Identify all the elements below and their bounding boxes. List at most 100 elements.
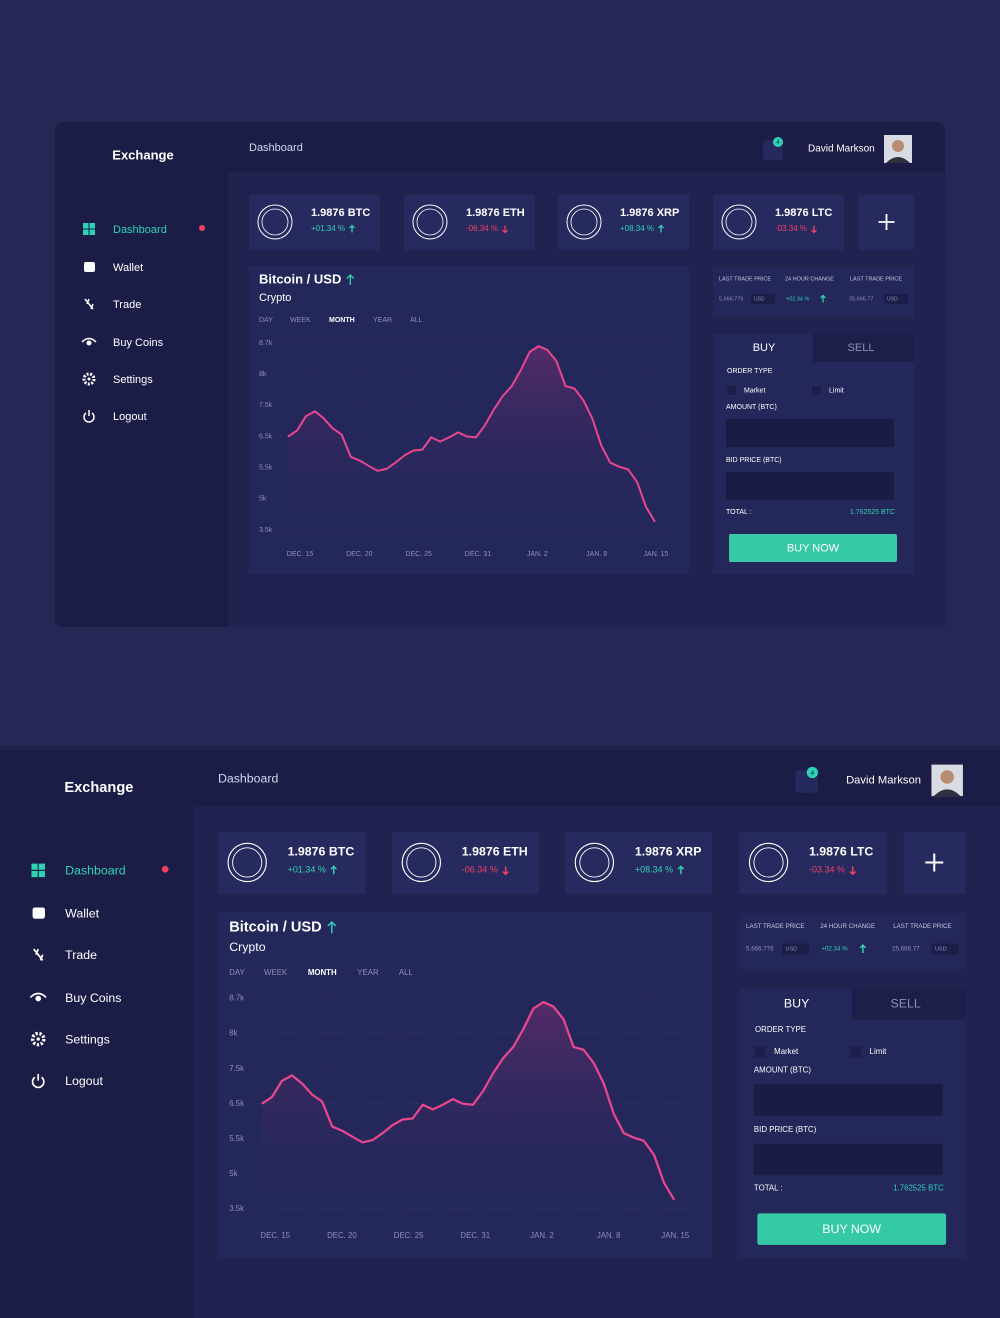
- avatar-face: [892, 140, 904, 152]
- x-tick-label: DEC. 20: [346, 551, 373, 558]
- nav-item[interactable]: Dashboard: [65, 864, 126, 878]
- ticker-card[interactable]: [739, 832, 887, 894]
- price-line: [261, 1000, 676, 1201]
- coin-icon: [566, 204, 602, 240]
- coin-icon: [416, 208, 444, 236]
- nav-icon: [31, 1073, 45, 1089]
- notification-badge: [773, 137, 783, 147]
- currency-select[interactable]: [931, 943, 959, 955]
- stat-currency: USD: [887, 296, 898, 302]
- nav-item[interactable]: Wallet: [65, 906, 99, 920]
- dashboard: Exchange Dashboard 4 David Markson Dashboard…: [55, 122, 945, 627]
- sell-tab[interactable]: [851, 988, 966, 1020]
- option-label: Limit: [829, 387, 844, 394]
- coin-icon: [748, 842, 789, 883]
- ticker-card[interactable]: [404, 195, 535, 250]
- nav-item[interactable]: Dashboard: [113, 224, 167, 236]
- checkbox[interactable]: [727, 386, 736, 395]
- y-tick-label: 5k: [229, 1169, 237, 1178]
- stat-header: 24 HOUR CHANGE: [820, 923, 875, 930]
- stat-value: 25,666.77: [849, 296, 873, 302]
- ticker-card[interactable]: [392, 832, 540, 894]
- ticker-card[interactable]: [249, 195, 380, 250]
- tab[interactable]: BUY: [753, 342, 776, 354]
- nav-item[interactable]: Logout: [113, 411, 147, 423]
- arrow-icon: [811, 225, 817, 234]
- arrow-icon: [327, 921, 337, 934]
- buy-button[interactable]: [729, 534, 897, 562]
- checkbox[interactable]: [850, 1046, 861, 1058]
- range-tab[interactable]: YEAR: [357, 968, 379, 977]
- nav-icon: [32, 907, 45, 919]
- buy-button[interactable]: [757, 1213, 947, 1245]
- line-area: [261, 1002, 675, 1209]
- chart-title: Bitcoin / USD: [259, 271, 341, 286]
- nav-item[interactable]: Trade: [65, 948, 97, 962]
- range-tab[interactable]: WEEK: [264, 968, 288, 977]
- ticker-change: +08.34 %: [620, 224, 654, 233]
- range-tab[interactable]: MONTH: [308, 968, 337, 977]
- y-tick-label: 8.7k: [259, 340, 273, 347]
- tab[interactable]: SELL: [891, 996, 921, 1010]
- stat-header: LAST TRADE PRICE: [893, 923, 951, 930]
- page-title: Dashboard: [218, 772, 279, 786]
- nav-item[interactable]: Trade: [113, 299, 141, 311]
- range-tab[interactable]: ALL: [399, 968, 414, 977]
- coin-icon: [257, 204, 293, 240]
- range-tab[interactable]: ALL: [410, 317, 423, 324]
- range-tab[interactable]: DAY: [259, 317, 273, 324]
- avatar-suit: [886, 157, 910, 163]
- arrow-icon: [820, 294, 826, 303]
- coin-icon: [232, 847, 263, 878]
- nav-item[interactable]: Settings: [113, 374, 153, 386]
- amount-input[interactable]: [726, 419, 894, 447]
- nav-item[interactable]: Wallet: [113, 262, 143, 274]
- buy-button-label[interactable]: BUY NOW: [822, 1222, 881, 1236]
- tab[interactable]: SELL: [848, 342, 875, 354]
- plus-icon: [925, 853, 944, 872]
- range-tab[interactable]: MONTH: [329, 317, 355, 324]
- nav-item[interactable]: Buy Coins: [113, 337, 164, 349]
- currency-select[interactable]: [751, 294, 775, 304]
- stat-change: +02.34 %: [786, 296, 810, 302]
- range-tab[interactable]: WEEK: [290, 317, 311, 324]
- range-tab[interactable]: YEAR: [373, 317, 392, 324]
- checkbox[interactable]: [812, 386, 821, 395]
- bid-input[interactable]: [726, 472, 894, 500]
- checkbox[interactable]: [755, 1046, 766, 1058]
- sell-tab[interactable]: [813, 334, 914, 362]
- nav-icon: [89, 223, 95, 229]
- stat-header: LAST TRADE PRICE: [746, 923, 804, 930]
- nav-item[interactable]: Buy Coins: [65, 991, 121, 1005]
- ticker-card[interactable]: [713, 195, 844, 250]
- price-line: [287, 345, 656, 523]
- ticker-amount: 1.9876 BTC: [311, 207, 370, 219]
- bid-input[interactable]: [753, 1143, 943, 1176]
- nav-icon: [87, 377, 91, 381]
- y-tick-label: 8k: [259, 371, 267, 378]
- range-tab[interactable]: DAY: [229, 968, 245, 977]
- y-tick-label: 7.5k: [259, 402, 273, 409]
- amount-input[interactable]: [753, 1084, 943, 1116]
- total-value: 1.762525 BTC: [893, 1184, 944, 1193]
- nav-icon: [31, 863, 38, 870]
- notification-badge: [806, 766, 818, 779]
- nav-alert: [199, 225, 205, 231]
- ticker-card[interactable]: [558, 195, 689, 250]
- currency-select[interactable]: [884, 294, 908, 304]
- ticker-amount: 1.9876 XRP: [620, 207, 679, 219]
- x-tick-label: JAN. 8: [586, 551, 607, 558]
- buy-button-label[interactable]: BUY NOW: [787, 542, 840, 554]
- ticker-card[interactable]: [217, 832, 366, 894]
- coin-icon: [753, 847, 784, 878]
- nav-item[interactable]: Settings: [65, 1032, 110, 1046]
- stat-currency: USD: [935, 947, 947, 953]
- ticker-change: +08.34 %: [635, 865, 673, 875]
- ticker-amount: 1.9876 LTC: [775, 207, 832, 219]
- ticker-card[interactable]: [565, 832, 713, 894]
- nav-item[interactable]: Logout: [65, 1074, 103, 1088]
- stat-header: 24 HOUR CHANGE: [785, 276, 834, 282]
- y-tick-label: 3.5k: [259, 527, 273, 534]
- tab[interactable]: BUY: [784, 996, 809, 1010]
- currency-select[interactable]: [782, 943, 809, 955]
